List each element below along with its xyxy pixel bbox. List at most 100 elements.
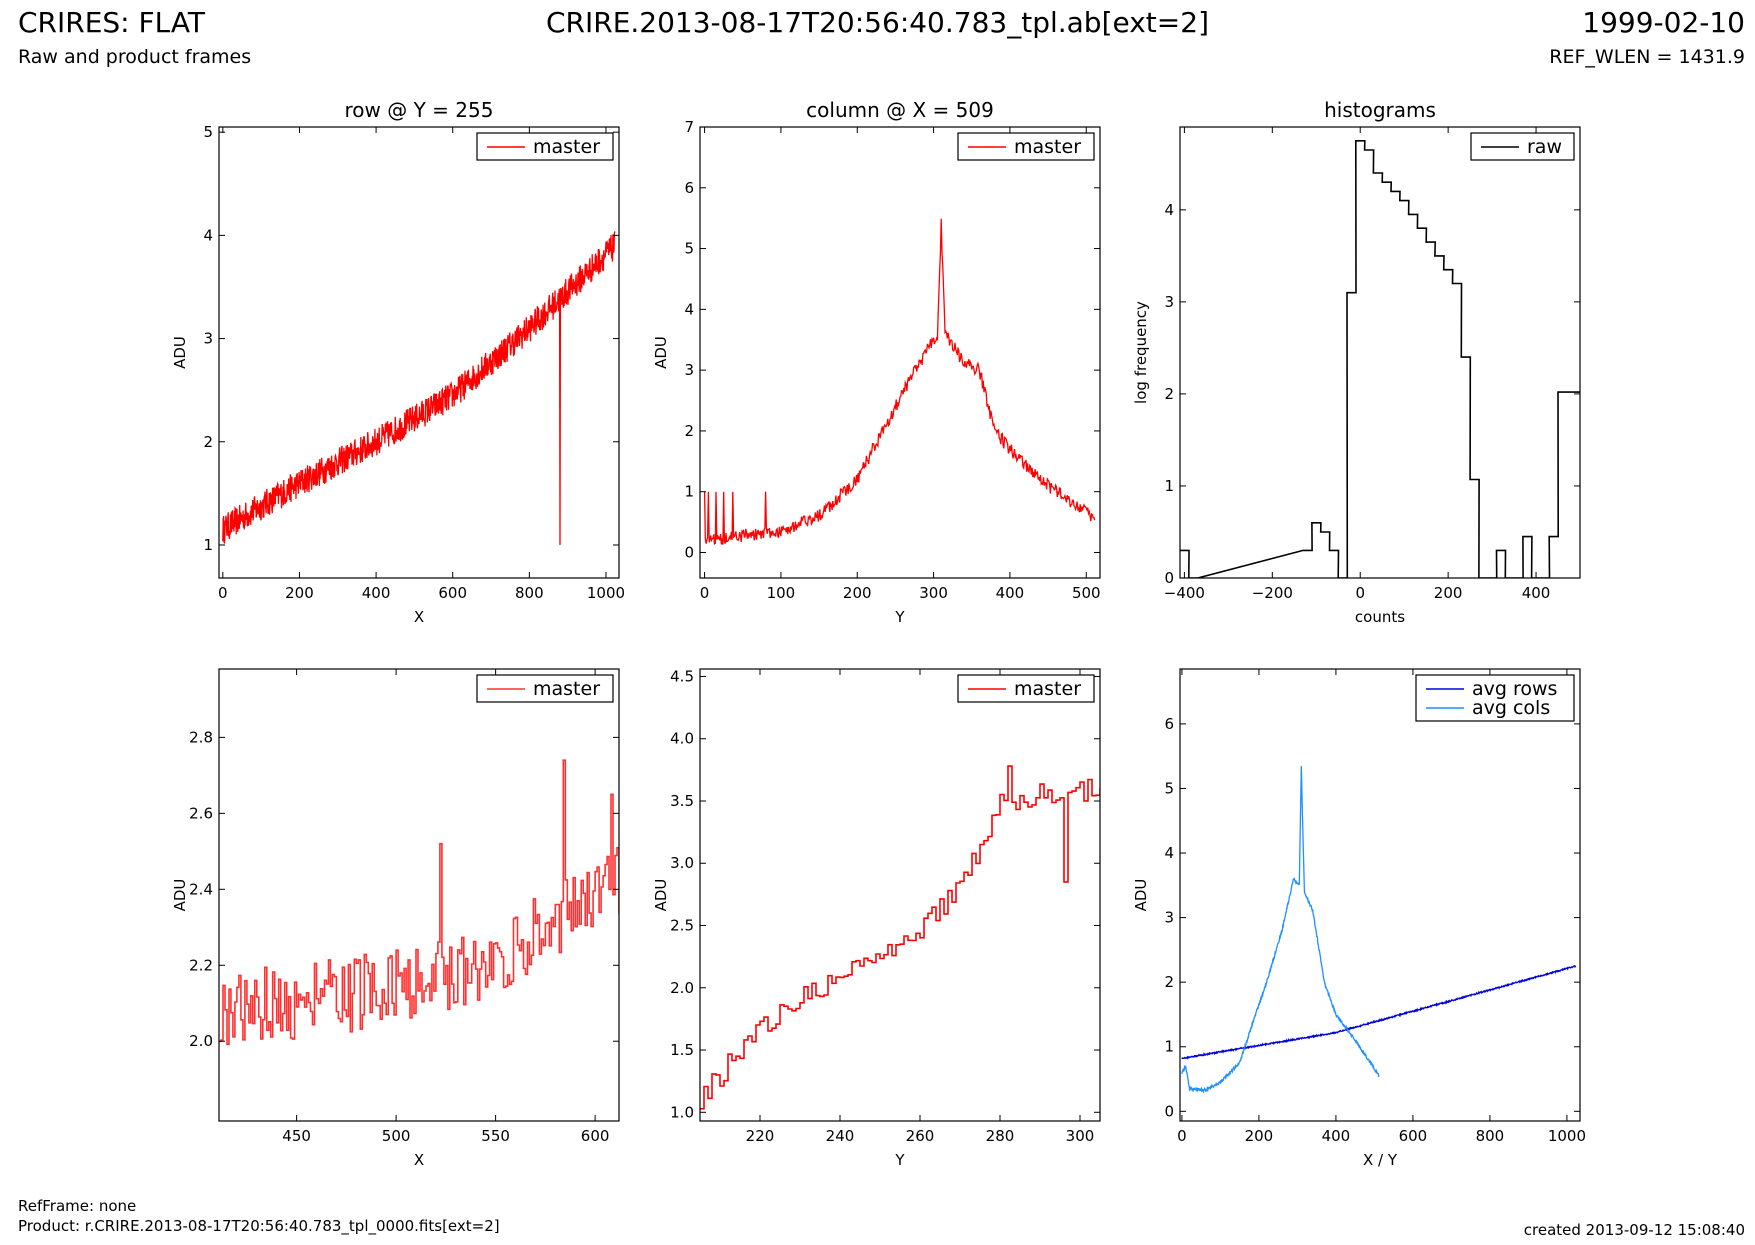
created-label: created 2013-09-12 15:08:40 (1523, 1221, 1745, 1239)
y-tick-label: 2.0 (189, 1032, 213, 1050)
y-tick-label: 1 (1164, 477, 1174, 495)
legend-box (1415, 674, 1575, 722)
ref-wavelength: REF_WLEN = 1431.9 (1549, 46, 1745, 68)
x-axis-label: Y (894, 608, 905, 626)
y-axis-label: ADU (171, 336, 189, 369)
y-tick-label: 4 (203, 226, 213, 244)
series-line-master (222, 231, 616, 546)
refframe-label: RefFrame: none (18, 1197, 137, 1215)
x-tick-label: 600 (1399, 1127, 1428, 1145)
x-tick-label: 1000 (1548, 1127, 1586, 1145)
x-tick-label: 600 (438, 584, 467, 602)
x-tick-label: 500 (382, 1127, 411, 1145)
chart-averages: 0 200 400 600 800 1000 0 1 2 3 4 5 6 X / Y ADU avg rows… (1132, 668, 1586, 1169)
y-axis-label: ADU (652, 336, 670, 369)
x-tick-label: 200 (1245, 1127, 1274, 1145)
y-tick-label: 1.5 (670, 1041, 694, 1059)
x-tick-label: 400 (1322, 1127, 1351, 1145)
x-tick-label: 0 (1177, 1127, 1187, 1145)
y-tick-label: 0 (1164, 1102, 1174, 1120)
x-axis-label: counts (1355, 608, 1405, 626)
chart-row: 0 200 400 600 800 1000 1 2 3 4 5 row @ Y = 255 X ADU m… (171, 98, 625, 626)
x-axis-label: X / Y (1363, 1151, 1398, 1169)
x-tick-label: 280 (986, 1127, 1015, 1145)
y-tick-label: 5 (1164, 779, 1174, 797)
legend-label: master (1014, 678, 1081, 700)
y-tick-label: 2 (1164, 973, 1174, 991)
y-tick-label: 2 (684, 422, 694, 440)
series-line-raw (1180, 140, 1580, 578)
report-subtitle: Raw and product frames (18, 46, 252, 68)
y-tick-label: 2.8 (189, 728, 213, 746)
chart-title: row @ Y = 255 (345, 98, 494, 122)
x-axis-label: X (414, 1151, 424, 1169)
x-tick-label: 800 (515, 584, 544, 602)
y-tick-label: 4.5 (670, 667, 694, 685)
plot-frame (1179, 668, 1581, 1122)
x-tick-label: 0 (700, 584, 710, 602)
y-tick-label: 3 (684, 361, 694, 379)
legend-label: master (533, 678, 600, 700)
x-tick-label: 800 (1476, 1127, 1505, 1145)
y-tick-label: 1 (203, 536, 213, 554)
y-axis-label: ADU (171, 879, 189, 912)
file-name: CRIRE.2013-08-17T20:56:40.783_tpl.ab[ext… (545, 6, 1209, 39)
x-tick-label: 100 (767, 584, 796, 602)
y-tick-label: 5 (203, 123, 213, 141)
legend-label: avg rows (1472, 678, 1557, 700)
y-tick-label: 3 (1164, 293, 1174, 311)
x-tick-label: 600 (581, 1127, 610, 1145)
y-tick-label: 5 (684, 240, 694, 258)
x-tick-label: 1000 (587, 584, 625, 602)
x-axis-label: Y (894, 1151, 905, 1169)
legend-label: raw (1527, 136, 1562, 158)
y-tick-label: 4.0 (670, 730, 694, 748)
x-tick-label: 0 (218, 584, 228, 602)
chart-row_zoom: 450 500 550 600 2.0 2.2 2.4 2.6 2.8 X ADU master (171, 668, 620, 1169)
x-tick-label: 400 (1522, 584, 1551, 602)
product-label: Product: r.CRIRE.2013-08-17T20:56:40.783… (18, 1217, 500, 1235)
x-tick-label: 220 (746, 1127, 775, 1145)
y-tick-label: 1 (1164, 1038, 1174, 1056)
x-tick-label: 400 (996, 584, 1025, 602)
plot-frame (218, 668, 620, 1122)
report-title: CRIRES: FLAT (18, 6, 205, 39)
y-axis-label: ADU (652, 879, 670, 912)
x-tick-label: 240 (826, 1127, 855, 1145)
x-tick-label: 200 (1434, 584, 1463, 602)
y-tick-label: 1.0 (670, 1103, 694, 1121)
series-line-master (700, 765, 1100, 1110)
series-line-avg-cols (1181, 766, 1380, 1094)
legend-label: master (1014, 136, 1081, 158)
x-tick-label: −400 (1164, 584, 1205, 602)
x-tick-label: 260 (906, 1127, 935, 1145)
y-axis-label: ADU (1132, 879, 1150, 912)
chart-histograms: −400 −200 0 200 400 0 1 2 3 4 histograms counts log … (1132, 98, 1581, 626)
x-tick-label: 500 (1072, 584, 1101, 602)
y-tick-label: 3.0 (670, 854, 694, 872)
y-tick-label: 6 (684, 179, 694, 197)
y-tick-label: 2.2 (189, 956, 213, 974)
x-tick-label: 200 (843, 584, 872, 602)
y-tick-label: 3 (203, 330, 213, 348)
y-axis-label: log frequency (1132, 301, 1150, 404)
y-tick-label: 1 (684, 483, 694, 501)
chart-column_zoom: 220 240 260 280 300 1.0 1.5 2.0 2.5 3.0 3.5 4.0 4.5 Y… (652, 667, 1101, 1169)
x-tick-label: 300 (1066, 1127, 1095, 1145)
y-tick-label: 7 (684, 118, 694, 136)
y-tick-label: 3.5 (670, 792, 694, 810)
y-tick-label: 2.5 (670, 917, 694, 935)
x-tick-label: 300 (919, 584, 948, 602)
y-tick-label: 6 (1164, 715, 1174, 733)
report-date: 1999-02-10 (1582, 6, 1745, 39)
x-tick-label: 550 (481, 1127, 510, 1145)
series-line-avg-rows (1181, 965, 1577, 1060)
legend-label: avg cols (1472, 697, 1550, 719)
y-tick-label: 2.4 (189, 880, 213, 898)
chart-title: histograms (1324, 98, 1436, 122)
y-tick-label: 4 (684, 300, 694, 318)
y-tick-label: 4 (1164, 201, 1174, 219)
series-line-master (219, 759, 619, 1046)
x-axis-label: X (414, 608, 424, 626)
